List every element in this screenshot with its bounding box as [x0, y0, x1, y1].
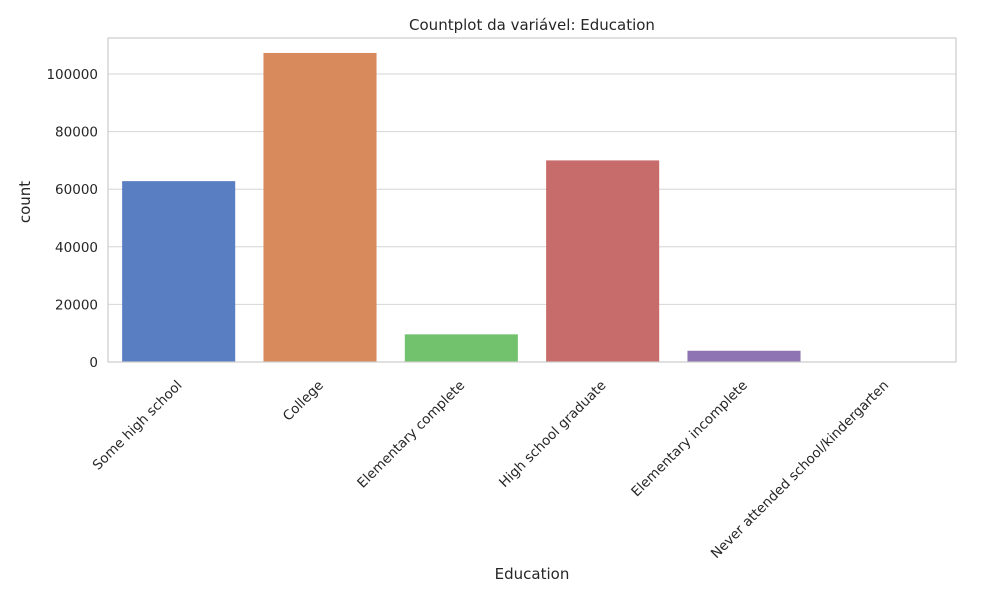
bar	[546, 160, 660, 362]
x-axis-label: Education	[495, 565, 570, 583]
x-tick-labels: Some high school College Elementary comple…	[90, 378, 893, 562]
y-tick-label: 100000	[46, 67, 98, 83]
y-tick-label: 0	[89, 355, 98, 371]
y-tick-label: 40000	[55, 240, 98, 256]
y-tick-label: 20000	[55, 297, 98, 313]
bar	[687, 350, 801, 362]
plot-frame	[107, 37, 957, 363]
y-tick-labels: 0 20000 40000 60000 80000 100000	[46, 67, 98, 371]
y-tick-label: 80000	[55, 125, 98, 141]
y-tick-label: 60000	[55, 182, 98, 198]
bars-layer	[122, 52, 942, 362]
bar	[122, 181, 236, 362]
x-tick-label: College	[280, 378, 327, 425]
x-tick-label: Some high school	[90, 378, 186, 474]
y-axis-label: count	[16, 181, 34, 223]
x-tick-label: Elementary incomplete	[628, 378, 751, 501]
chart-title: Countplot da variável: Education	[409, 16, 655, 34]
bar	[263, 52, 377, 362]
x-tick-label: High school graduate	[496, 378, 609, 491]
bar	[404, 334, 518, 362]
x-tick-label: Elementary complete	[354, 378, 468, 492]
x-tick-label: Never attended school/kindergarten	[708, 378, 892, 562]
